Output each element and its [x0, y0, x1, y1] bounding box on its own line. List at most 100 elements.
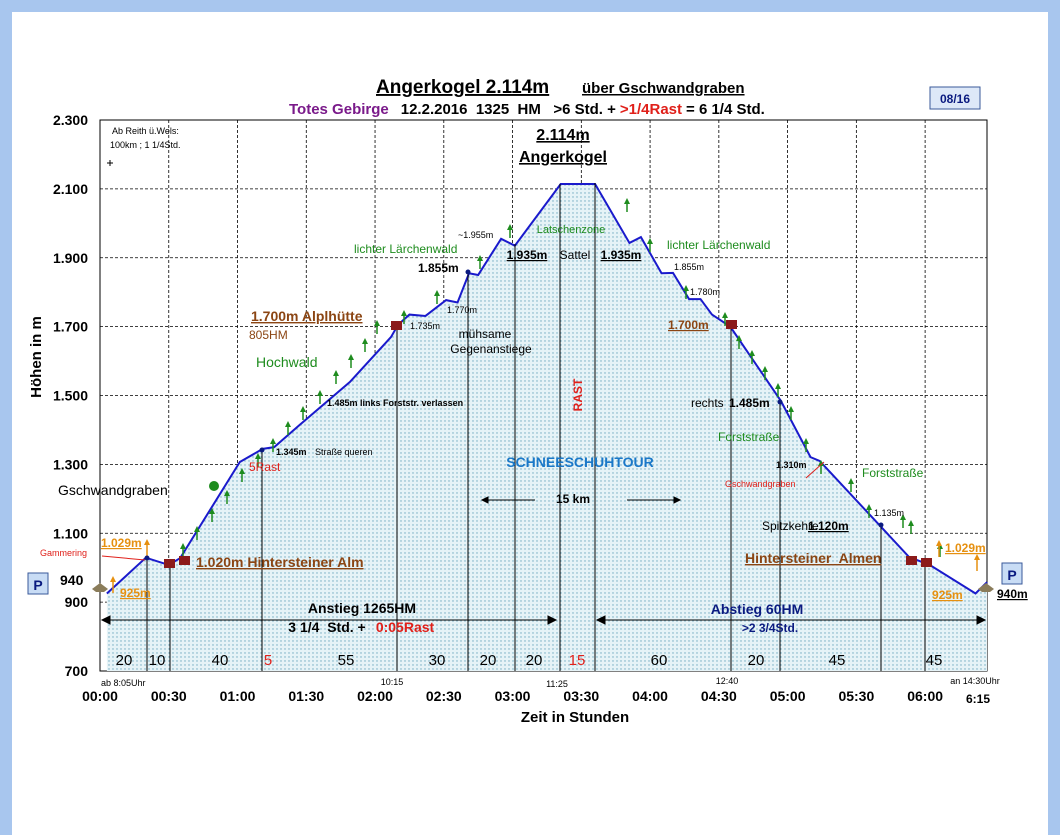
title: Angerkogel 2.114m — [376, 77, 549, 98]
annotation: Anstieg 1265HM — [308, 600, 416, 616]
y-tick-label: 2.100 — [53, 181, 88, 197]
segment-duration: 40 — [212, 652, 229, 669]
segment-labels: 20 10 40 5 55 30 20 20 15 60 20 45 45 — [116, 652, 943, 669]
annotation: 1.029m — [945, 541, 986, 555]
annotation: rechts — [691, 396, 724, 410]
y-tick-label: 700 — [65, 663, 89, 679]
y-tick-label: 1.700 — [53, 319, 88, 335]
annotation: lichter Lärchenwald — [667, 238, 770, 252]
segment-duration: 15 — [569, 652, 586, 669]
annotation: 11:25 — [546, 679, 568, 689]
segment-duration: 60 — [651, 652, 668, 669]
annotation: 1.935m — [601, 248, 642, 262]
annotation: SCHNEESCHUHTOUR — [506, 454, 654, 470]
arrow-head — [194, 526, 200, 532]
arrow-head — [908, 520, 914, 526]
x-tick-label: 03:30 — [563, 688, 599, 704]
arrow-head — [317, 390, 323, 396]
arrow-head — [333, 370, 339, 376]
annotation: Hochwald — [256, 354, 317, 370]
annotation: 1.855m — [418, 261, 459, 275]
segment-duration: 20 — [748, 652, 765, 669]
annotation: 925m — [120, 586, 151, 600]
parking-box — [1001, 562, 1023, 585]
arrow-head — [434, 290, 440, 296]
annotation: Gschwandgraben — [725, 479, 796, 489]
arrow-head — [775, 383, 781, 389]
arrow-head — [507, 224, 513, 230]
arrow-head — [736, 335, 742, 341]
x-tick-label: 00:00 — [82, 688, 118, 704]
annotation: Forststraße — [862, 466, 924, 480]
annotation: 15 km — [556, 492, 590, 506]
arrow-head — [300, 406, 306, 412]
y-tick-label: 1.500 — [53, 388, 88, 404]
annotation: mühsame — [459, 327, 512, 341]
x-tick-label: 05:30 — [838, 688, 874, 704]
subtitle-part: >1/4Rast — [620, 101, 682, 118]
arrow-head — [374, 320, 380, 326]
annotation: P — [33, 577, 42, 593]
y-tick-label: 1.300 — [53, 456, 88, 472]
pointer — [805, 461, 825, 479]
arrow-head — [803, 438, 809, 444]
segment-duration: 20 — [480, 652, 497, 669]
annotations: Ab Reith ü.Wels: 100km ; 1 1/4Std. 2.114m A… — [33, 126, 1027, 706]
subtitle-part: 12.2.2016 1325 HM >6 Std. + — [401, 101, 616, 118]
arrow-head — [239, 468, 245, 474]
annotation: 940m — [997, 587, 1028, 601]
arrow-head — [788, 406, 794, 412]
title-suffix: über Gschwandgraben — [582, 80, 745, 97]
annotation: Forststraße — [718, 430, 780, 444]
parking-box — [27, 572, 49, 595]
annotation: 3 1/4 Std. + — [288, 619, 365, 635]
annotation: 1.770m — [447, 305, 477, 315]
arrow-head — [683, 285, 689, 291]
annotation: 1.020m Hintersteiner Alm — [196, 554, 364, 570]
subtitle-part: = 6 1/4 Std. — [686, 101, 765, 118]
markers — [92, 269, 994, 592]
x-tick-label: 01:00 — [220, 688, 256, 704]
annotation: 1.735m — [410, 321, 440, 331]
annotation: an 14:30Uhr — [950, 676, 1000, 686]
x-tick-label: 03:00 — [495, 688, 531, 704]
segment-duration: 20 — [116, 652, 133, 669]
annotation: 1.855m — [674, 262, 704, 272]
annotation: 1.135m — [874, 508, 904, 518]
annotation: Gschwandgraben — [58, 482, 168, 498]
x-tick-label: 01:30 — [288, 688, 324, 704]
segment-duration: 20 — [526, 652, 543, 669]
annotation: 1.485m — [729, 396, 770, 410]
x-tick-label: 02:30 — [426, 688, 462, 704]
arrow-head — [348, 354, 354, 360]
arrow-head — [285, 421, 291, 427]
pointer — [101, 555, 146, 561]
annotation: >2 3/4Std. — [742, 621, 798, 635]
annotation: 1.700m — [668, 318, 709, 332]
subtitle: Totes Gebirge 12.2.2016 1325 HM >6 Std. +… — [289, 101, 765, 118]
area-fill — [106, 184, 987, 671]
arrow-head — [624, 198, 630, 204]
plot: 700 900 1.100 1.300 1.500 1.700 1.900 2.100 2.30… — [53, 112, 988, 704]
arrow-head — [936, 540, 942, 546]
annotation: Ab Reith ü.Wels: — [112, 126, 179, 136]
arrow-head — [255, 453, 261, 459]
arrow-head — [180, 543, 186, 549]
annotation: 940 — [60, 572, 84, 588]
subtitle-part: Totes Gebirge — [289, 101, 389, 118]
arrow-head — [900, 514, 906, 520]
arrow-head — [722, 312, 728, 318]
arrow-head — [647, 238, 653, 244]
segment-duration: 55 — [338, 652, 355, 669]
y-tick-label: 1.100 — [53, 525, 88, 541]
labels: Angerkogel 2.114m über Gschwandgraben To… — [28, 77, 970, 726]
annotation: 100km ; 1 1/4Std. — [110, 140, 181, 150]
annotation: 1.485m links Forststr. verlassen — [327, 398, 463, 408]
arrow-head — [749, 350, 755, 356]
arrow-head — [224, 490, 230, 496]
annotation: 1.780m — [690, 287, 720, 297]
x-tick-label: 06:00 — [907, 688, 943, 704]
annotation: P — [1007, 567, 1016, 583]
y-tick-label: 1.900 — [53, 250, 88, 266]
